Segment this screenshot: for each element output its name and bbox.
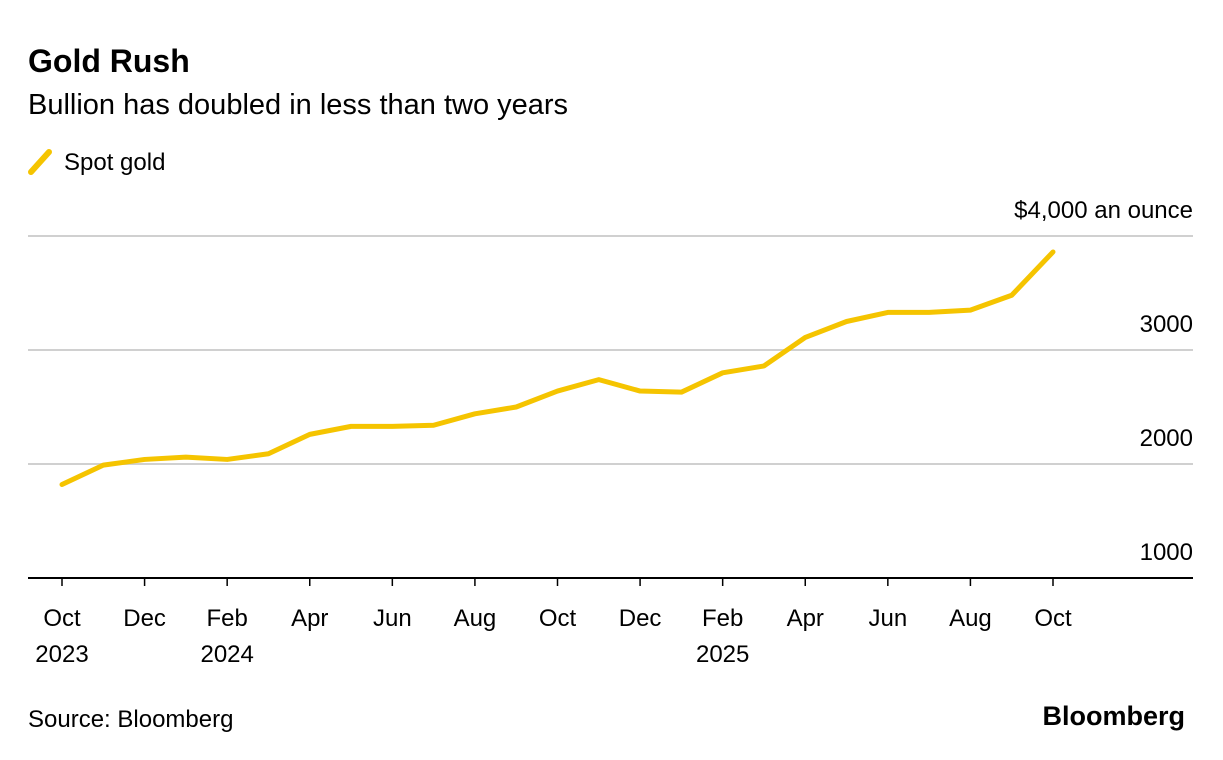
chart-subtitle: Bullion has doubled in less than two yea… <box>28 89 568 121</box>
x-tick-label: Oct <box>539 605 577 632</box>
legend-label: Spot gold <box>64 149 165 176</box>
x-tick-label: Dec <box>619 605 662 632</box>
x-tick-label: Oct <box>1034 605 1072 632</box>
y-tick-label: $4,000 an ounce <box>1014 197 1193 224</box>
y-tick-label: 3000 <box>1140 311 1193 338</box>
data-line <box>59 249 1056 488</box>
x-tick-label: Jun <box>868 605 907 632</box>
x-tick-label: Oct 2023 <box>35 605 88 668</box>
legend-swatch <box>28 149 52 175</box>
x-tick-label: Feb 2024 <box>200 605 253 668</box>
y-tick-label: 2000 <box>1140 425 1193 452</box>
x-tick-label: Dec <box>123 605 166 632</box>
x-tick-label: Aug <box>949 605 992 632</box>
source: Source: Bloomberg <box>28 706 233 733</box>
x-tick-label: Apr <box>291 605 328 632</box>
x-tick-label: Feb 2025 <box>696 605 749 668</box>
chart-title: Gold Rush <box>28 43 190 79</box>
x-tick-label: Aug <box>454 605 497 632</box>
x-tick-label: Jun <box>373 605 412 632</box>
brand-logo: Bloomberg <box>1042 701 1185 731</box>
x-tick-label: Apr <box>787 605 824 632</box>
y-tick-label: 1000 <box>1140 539 1193 566</box>
